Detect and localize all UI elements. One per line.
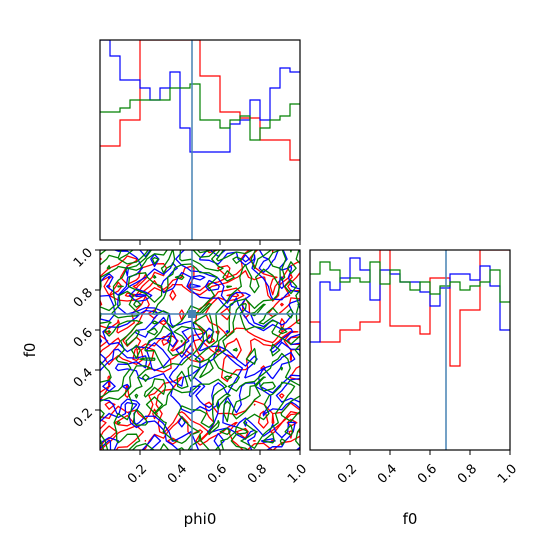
contour-phi0-f0-xtick-label: 0.6 — [205, 462, 230, 487]
contour-blue-level-0 — [100, 250, 300, 450]
contour-phi0-f0-xtick-label: 1.0 — [285, 462, 310, 487]
hist-f0-green-step — [310, 261, 510, 303]
ylabel-f0: f0 — [21, 343, 39, 358]
hist-f0-xtick-label: 0.4 — [375, 462, 400, 487]
xlabel-phi0: phi0 — [184, 510, 217, 528]
hist-phi0-red-step — [100, 40, 300, 161]
contour-phi0-f0-xtick-label: 0.4 — [165, 462, 190, 487]
contour-series — [100, 250, 300, 450]
hist-f0-frame — [309, 249, 511, 451]
hist-f0-series — [310, 250, 510, 367]
hist-f0-xtick-label: 0.6 — [415, 462, 440, 487]
contour-ytick-label: 0.4 — [71, 365, 96, 390]
contour-ytick-label: 0.2 — [71, 405, 96, 430]
hist-phi0-series — [100, 40, 300, 161]
contour-green-level-0 — [100, 250, 300, 450]
contour-ytick-label: 0.8 — [71, 285, 96, 310]
hist-f0-xtick-label: 0.2 — [335, 462, 360, 487]
hist-phi0-blue-step — [100, 40, 300, 153]
hist-f0-xtick-label: 1.0 — [495, 462, 520, 487]
contour-ytick-label: 0.6 — [71, 325, 96, 350]
contour-phi0-f0-frame — [99, 249, 301, 451]
contour-ytick-label: 1.0 — [71, 245, 96, 270]
hist-f0-xtick-label: 0.8 — [455, 462, 480, 487]
contour-layer — [100, 250, 300, 450]
hist-phi0-frame — [99, 39, 301, 241]
contour-phi0-f0-xtick-label: 0.8 — [245, 462, 270, 487]
truth-marker — [188, 310, 196, 318]
hist-phi0-green-step — [100, 83, 300, 141]
contour-phi0-f0-xtick-label: 0.2 — [125, 462, 150, 487]
histogram-layer — [100, 40, 510, 450]
contour-green-level-1 — [100, 250, 300, 450]
xlabel-f0: f0 — [403, 510, 418, 528]
hist-f0-red-step — [310, 250, 510, 367]
